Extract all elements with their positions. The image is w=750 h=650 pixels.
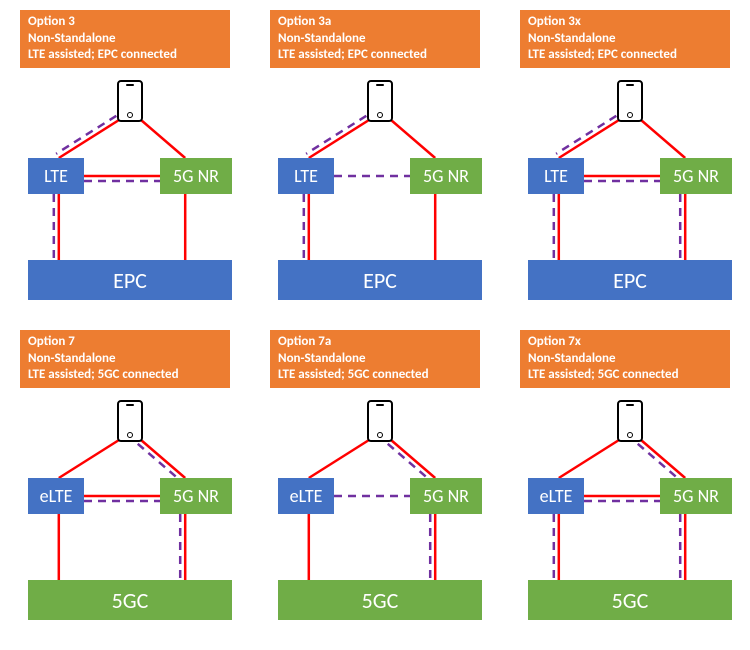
left-node: LTE	[528, 158, 584, 194]
option-title: Option 7xNon-StandaloneLTE assisted; 5GC…	[520, 330, 730, 388]
diagram-cell: Option 3aNon-StandaloneLTE assisted; EPC…	[260, 10, 500, 320]
diagram-grid: Option 3Non-StandaloneLTE assisted; EPC …	[10, 10, 750, 640]
right-node: 5G NR	[660, 158, 732, 194]
phone-icon	[117, 400, 143, 442]
diagram-cell: Option 7Non-StandaloneLTE assisted; 5GC …	[10, 330, 250, 640]
right-node: 5G NR	[660, 478, 732, 514]
diagram-cell: Option 3Non-StandaloneLTE assisted; EPC …	[10, 10, 250, 320]
option-title: Option 7Non-StandaloneLTE assisted; 5GC …	[20, 330, 230, 388]
right-node: 5G NR	[410, 478, 482, 514]
left-node: eLTE	[528, 478, 584, 514]
right-node: 5G NR	[410, 158, 482, 194]
core-node: 5GC	[528, 580, 732, 620]
phone-icon	[617, 400, 643, 442]
option-title: Option 3Non-StandaloneLTE assisted; EPC …	[20, 10, 230, 68]
left-node: LTE	[28, 158, 84, 194]
core-node: EPC	[28, 260, 232, 300]
core-node: EPC	[528, 260, 732, 300]
diagram-cell: Option 3xNon-StandaloneLTE assisted; EPC…	[510, 10, 750, 320]
phone-icon	[367, 400, 393, 442]
phone-icon	[367, 80, 393, 122]
option-title: Option 3aNon-StandaloneLTE assisted; EPC…	[270, 10, 480, 68]
right-node: 5G NR	[160, 158, 232, 194]
left-node: LTE	[278, 158, 334, 194]
option-title: Option 7aNon-StandaloneLTE assisted; 5GC…	[270, 330, 480, 388]
left-node: eLTE	[278, 478, 334, 514]
phone-icon	[617, 80, 643, 122]
core-node: EPC	[278, 260, 482, 300]
core-node: 5GC	[28, 580, 232, 620]
option-title: Option 3xNon-StandaloneLTE assisted; EPC…	[520, 10, 730, 68]
diagram-cell: Option 7xNon-StandaloneLTE assisted; 5GC…	[510, 330, 750, 640]
left-node: eLTE	[28, 478, 84, 514]
core-node: 5GC	[278, 580, 482, 620]
diagram-cell: Option 7aNon-StandaloneLTE assisted; 5GC…	[260, 330, 500, 640]
right-node: 5G NR	[160, 478, 232, 514]
phone-icon	[117, 80, 143, 122]
